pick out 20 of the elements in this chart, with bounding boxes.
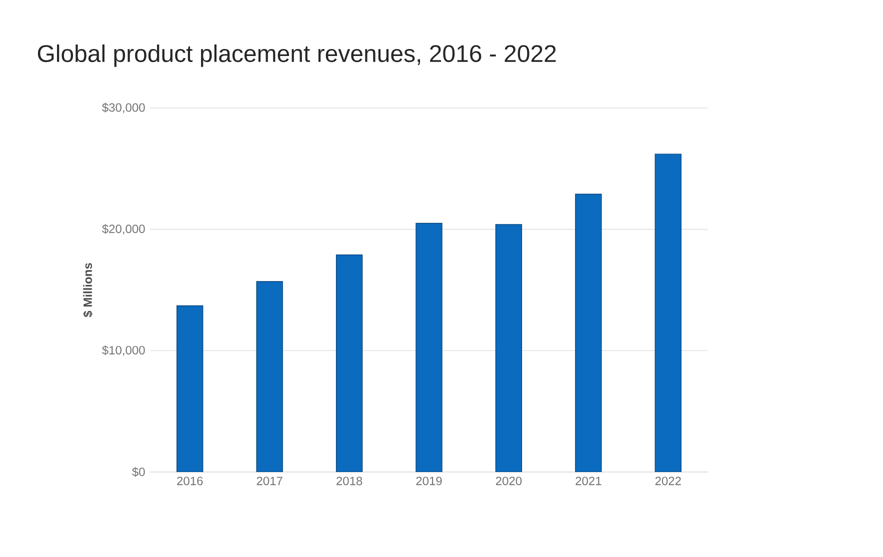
bar (654, 154, 682, 472)
y-tick-label: $10,000 (102, 345, 145, 356)
y-tick-label: $0 (132, 467, 145, 477)
bar (575, 194, 602, 472)
bar (416, 222, 442, 472)
bar (256, 281, 283, 472)
chart-title: Global product placement revenues, 2016 - 2022 (38, 44, 556, 67)
x-tick-label: 2022 (655, 476, 681, 486)
bar (336, 254, 363, 472)
bar (176, 305, 204, 472)
y-axis-title: $ Millions (82, 263, 93, 318)
bar (495, 224, 522, 472)
x-tick-label: 2017 (256, 476, 282, 486)
y-tick-label: $30,000 (102, 102, 145, 114)
x-tick-label: 2019 (416, 476, 442, 486)
x-tick-label: 2021 (576, 476, 602, 486)
y-tick-label: $20,000 (102, 224, 145, 235)
x-tick-label: 2018 (336, 476, 362, 486)
x-tick-label: 2020 (496, 476, 522, 486)
x-tick-label: 2016 (177, 476, 203, 486)
